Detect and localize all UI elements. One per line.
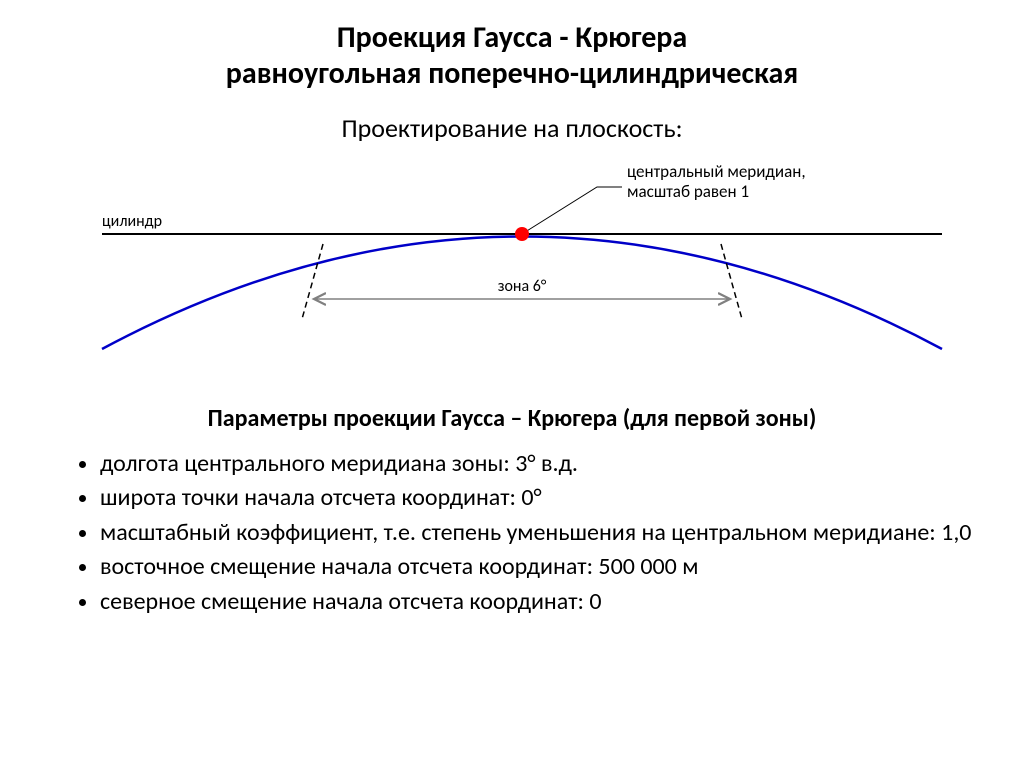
- params-heading: Параметры проекции Гаусса – Крюгера (для…: [40, 404, 984, 433]
- meridian-label-line2: масштаб равен 1: [627, 181, 749, 202]
- meridian-callout: [522, 187, 622, 234]
- meridian-label-line1: центральный меридиан,: [627, 161, 806, 182]
- main-title: Проекция Гаусса - Крюгера равноугольная …: [40, 20, 984, 92]
- param-item: широта точки начала отсчета координат: 0…: [100, 482, 984, 514]
- diagram-svg: цилиндр зона 6° центральный меридиан,масшт…: [62, 154, 962, 384]
- param-item: долгота центрального меридиана зоны: 3° …: [100, 448, 984, 480]
- central-meridian-dot: [515, 227, 529, 241]
- param-item: восточное смещение начала отсчета коорди…: [100, 551, 984, 583]
- param-item: масштабный коэффициент, т.е. степень уме…: [100, 517, 984, 549]
- title-line1: Проекция Гаусса - Крюгера: [337, 19, 687, 56]
- params-list: долгота центрального меридиана зоны: 3° …: [40, 448, 984, 618]
- param-item: северное смещение начала отсчета координ…: [100, 586, 984, 618]
- projection-diagram: цилиндр зона 6° центральный меридиан,масшт…: [62, 154, 962, 384]
- zone-label: зона 6°: [498, 277, 547, 296]
- zone-boundary-right: [721, 244, 742, 319]
- cylinder-label: цилиндр: [102, 212, 162, 231]
- zone-boundary-left: [302, 244, 323, 319]
- subtitle: Проектирование на плоскость:: [40, 112, 984, 144]
- title-line2: равноугольная поперечно-цилиндрическая: [226, 55, 798, 92]
